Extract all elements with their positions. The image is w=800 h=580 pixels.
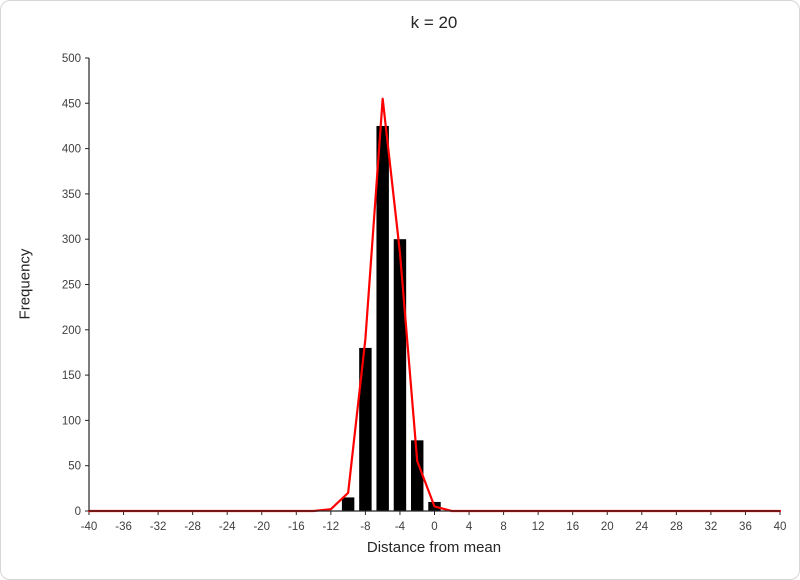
y-tick-label: 250 [62, 280, 81, 292]
x-tick-label: -16 [288, 521, 305, 533]
x-tick-label: -36 [115, 521, 132, 533]
x-tick-label: 24 [635, 521, 648, 533]
y-tick-label: 500 [62, 53, 81, 65]
y-tick-label: 400 [62, 144, 81, 156]
x-tick-label: 4 [466, 521, 473, 533]
x-tick-label: -24 [219, 521, 236, 533]
x-tick-label: -20 [253, 521, 270, 533]
histogram-bar [393, 239, 407, 511]
x-tick-label: 40 [774, 521, 787, 533]
y-tick-label: 150 [62, 370, 81, 382]
x-tick-label: 16 [566, 521, 579, 533]
x-tick-label: -28 [184, 521, 201, 533]
histogram-bar [376, 125, 389, 511]
histogram-bar [411, 440, 424, 511]
y-axis-label: Frequency [16, 248, 34, 320]
y-tick-label: 450 [62, 98, 81, 110]
y-tick-label: 50 [68, 461, 81, 473]
x-tick-label: -32 [150, 521, 167, 533]
y-tick-label: 300 [62, 234, 81, 246]
histogram-bar [341, 497, 355, 511]
x-tick-label: 20 [601, 521, 614, 533]
x-tick-label: -40 [81, 521, 98, 533]
histogram-bar [359, 347, 372, 511]
y-tick-label: 350 [62, 189, 81, 201]
x-tick-label: 28 [670, 521, 683, 533]
y-tick-label: 100 [62, 415, 81, 427]
x-tick-label: 12 [532, 521, 545, 533]
y-tick-label: 0 [75, 506, 81, 518]
x-tick-label: 32 [705, 521, 718, 533]
x-tick-label: 0 [431, 521, 437, 533]
y-tick-label: 200 [62, 325, 81, 337]
x-tick-label: 36 [739, 521, 752, 533]
x-tick-label: -12 [323, 521, 340, 533]
x-tick-label: -8 [360, 521, 370, 533]
x-tick-label: 8 [500, 521, 506, 533]
normal-curve-line [87, 97, 782, 513]
chart-title: k = 20 [410, 13, 458, 32]
x-axis-label: Distance from mean [366, 539, 502, 556]
x-tick-label: -4 [395, 521, 406, 533]
